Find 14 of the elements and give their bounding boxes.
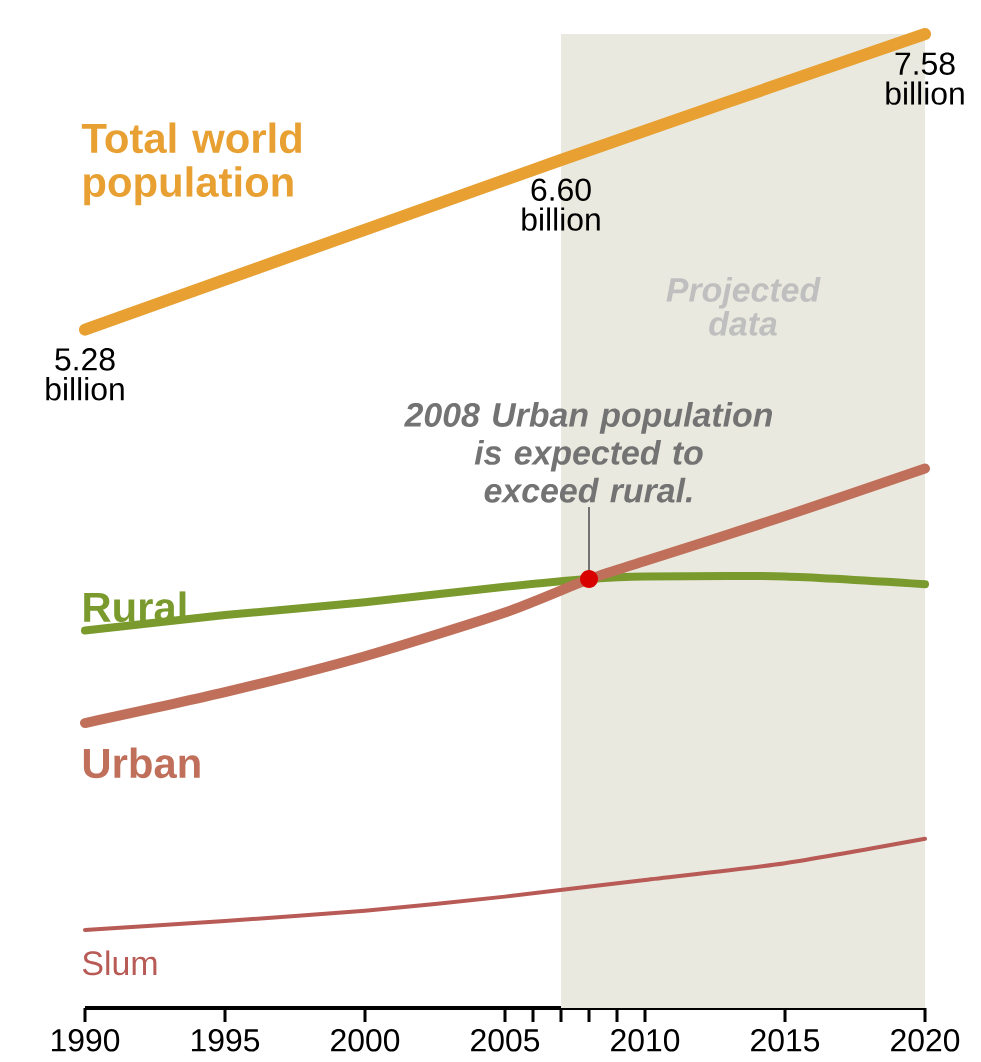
x-tick-label: 1995 xyxy=(191,1029,260,1052)
data-label: 7.58 billion xyxy=(886,52,964,105)
series-label: Slum xyxy=(82,950,157,976)
x-tick-label: 2020 xyxy=(891,1029,960,1052)
data-label: 6.60 billion xyxy=(522,178,600,231)
data-label: 5.28 billion xyxy=(46,348,124,401)
series-label: Urban xyxy=(83,747,200,779)
x-tick-label: 2015 xyxy=(751,1029,820,1052)
series-label: Total world population xyxy=(81,122,302,206)
x-tick-label: 2005 xyxy=(471,1029,540,1052)
annotation: 2008 Urban population is expected to exceed rural. xyxy=(404,402,773,503)
x-tick-label: 2000 xyxy=(331,1029,400,1052)
x-tick-label: 1990 xyxy=(51,1029,120,1052)
x-tick-label: 2010 xyxy=(611,1029,680,1052)
